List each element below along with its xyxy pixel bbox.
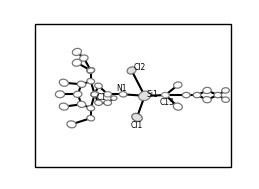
Ellipse shape xyxy=(193,92,201,98)
Text: N1: N1 xyxy=(116,84,127,93)
Ellipse shape xyxy=(95,100,102,105)
Ellipse shape xyxy=(139,91,151,101)
Ellipse shape xyxy=(222,97,229,102)
Ellipse shape xyxy=(87,68,95,73)
Text: Cl1: Cl1 xyxy=(131,121,143,130)
Ellipse shape xyxy=(59,103,68,110)
Ellipse shape xyxy=(91,92,98,97)
Ellipse shape xyxy=(67,121,76,128)
Ellipse shape xyxy=(77,101,86,107)
Ellipse shape xyxy=(174,82,182,88)
Text: Cl2: Cl2 xyxy=(133,63,145,72)
Ellipse shape xyxy=(119,92,127,97)
Ellipse shape xyxy=(55,91,64,98)
Ellipse shape xyxy=(87,68,95,73)
Ellipse shape xyxy=(162,92,169,98)
Ellipse shape xyxy=(87,78,95,84)
Ellipse shape xyxy=(72,48,82,56)
Ellipse shape xyxy=(77,81,86,87)
Ellipse shape xyxy=(74,91,82,97)
Ellipse shape xyxy=(91,92,98,97)
Ellipse shape xyxy=(59,79,68,86)
Text: C13: C13 xyxy=(160,98,175,107)
Ellipse shape xyxy=(111,96,117,100)
Ellipse shape xyxy=(95,83,102,89)
Ellipse shape xyxy=(203,87,211,94)
Ellipse shape xyxy=(72,59,82,66)
Ellipse shape xyxy=(80,55,88,61)
Ellipse shape xyxy=(132,113,142,122)
Ellipse shape xyxy=(87,105,95,111)
Text: C1: C1 xyxy=(97,93,106,102)
Text: Si1: Si1 xyxy=(147,90,158,99)
Ellipse shape xyxy=(203,97,211,103)
Ellipse shape xyxy=(104,92,112,97)
Ellipse shape xyxy=(104,100,112,105)
Ellipse shape xyxy=(139,91,151,101)
Ellipse shape xyxy=(214,92,222,98)
Ellipse shape xyxy=(173,103,182,110)
Ellipse shape xyxy=(127,67,136,74)
Ellipse shape xyxy=(132,113,142,122)
Ellipse shape xyxy=(87,115,95,121)
Ellipse shape xyxy=(127,67,136,74)
Ellipse shape xyxy=(182,92,190,98)
Ellipse shape xyxy=(222,88,229,93)
